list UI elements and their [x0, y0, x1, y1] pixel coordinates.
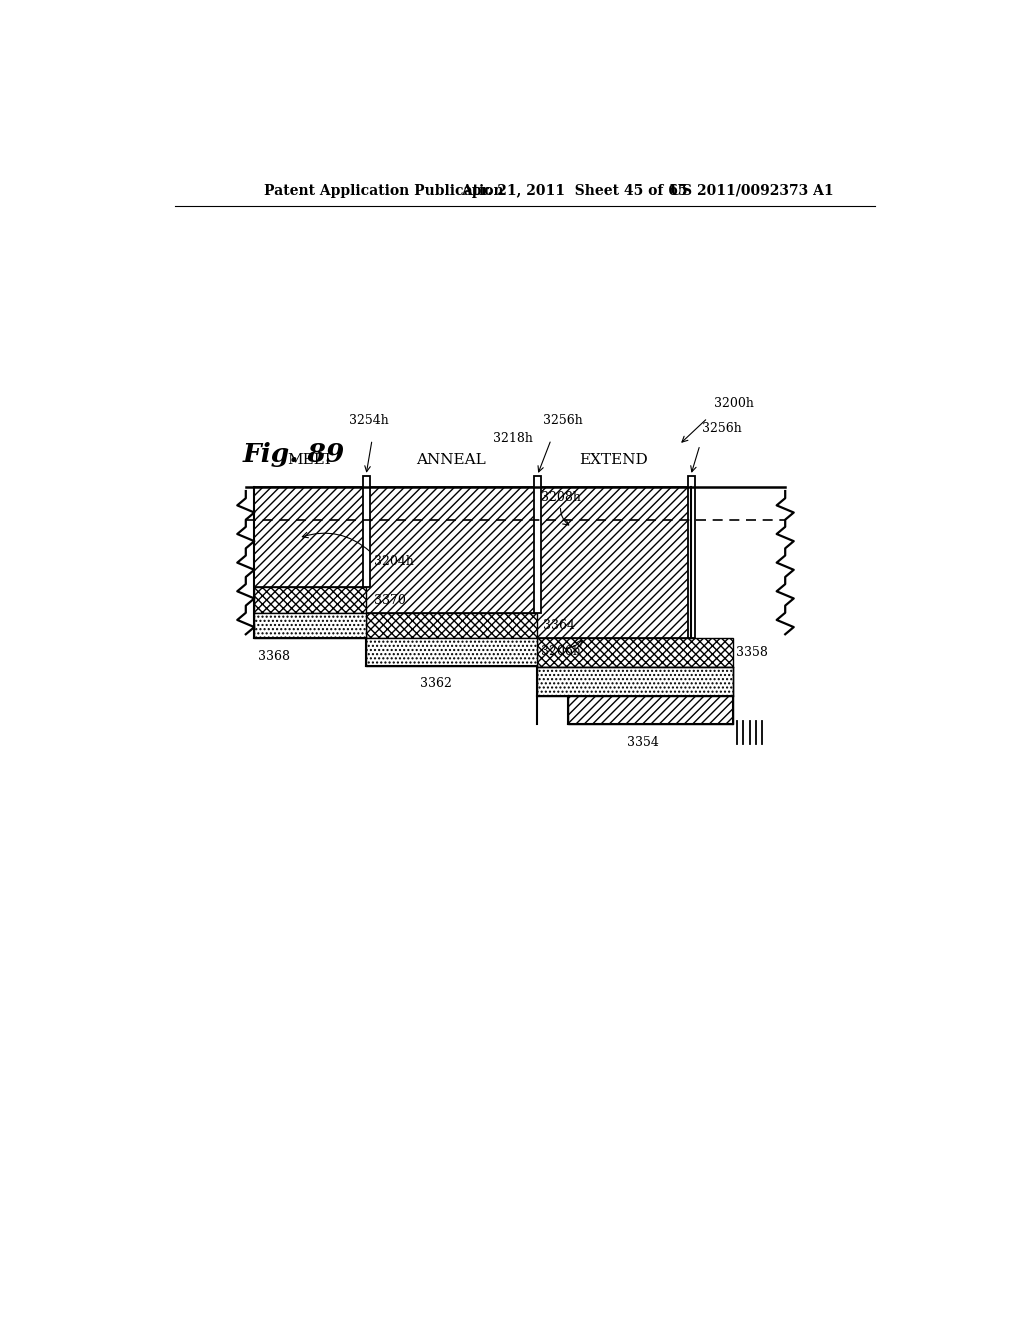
Text: 3254h: 3254h — [349, 414, 389, 428]
Text: 3204h: 3204h — [374, 554, 414, 568]
Text: ANNEAL: ANNEAL — [417, 453, 486, 467]
Text: 3256h: 3256h — [544, 414, 583, 428]
Text: 3362: 3362 — [420, 677, 452, 690]
Bar — [366, 638, 538, 665]
Bar — [538, 667, 733, 696]
Bar — [687, 475, 694, 638]
Text: 3364: 3364 — [544, 619, 575, 632]
Text: 3208h: 3208h — [541, 491, 581, 504]
Text: MELT: MELT — [288, 453, 333, 467]
Bar — [254, 587, 366, 612]
Text: 3368: 3368 — [258, 649, 290, 663]
Text: 3218h: 3218h — [494, 432, 534, 445]
Bar — [254, 487, 366, 587]
Text: 3200h: 3200h — [714, 397, 754, 411]
Bar — [538, 487, 690, 638]
Bar — [366, 612, 538, 638]
Text: US 2011/0092373 A1: US 2011/0092373 A1 — [671, 183, 835, 198]
Bar — [362, 475, 370, 587]
Text: 3256h: 3256h — [702, 422, 742, 434]
Text: Fig. 89: Fig. 89 — [243, 442, 345, 467]
Text: 3354: 3354 — [627, 737, 658, 748]
Bar — [366, 487, 538, 612]
Text: 3370: 3370 — [374, 594, 406, 607]
Text: Patent Application Publication: Patent Application Publication — [263, 183, 503, 198]
Bar — [535, 475, 541, 612]
Bar — [568, 696, 733, 725]
Bar — [538, 638, 733, 667]
Text: 3358: 3358 — [735, 647, 767, 659]
Text: 3206h: 3206h — [541, 645, 581, 659]
Bar — [254, 612, 366, 638]
Text: Apr. 21, 2011  Sheet 45 of 65: Apr. 21, 2011 Sheet 45 of 65 — [461, 183, 688, 198]
Text: EXTEND: EXTEND — [580, 453, 648, 467]
